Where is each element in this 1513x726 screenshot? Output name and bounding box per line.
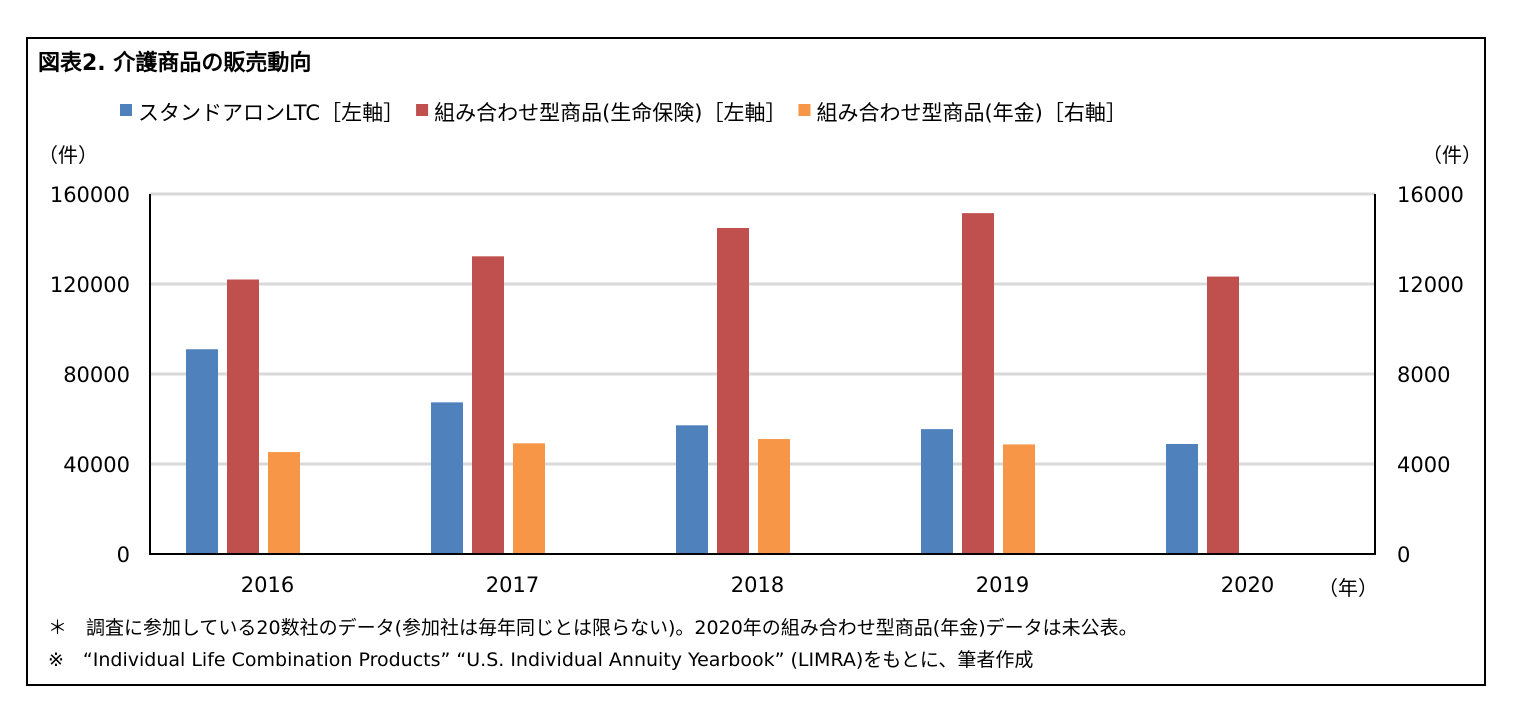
y-right-tick-label: 4000 (1397, 453, 1450, 477)
x-tick-label: 2017 (486, 573, 539, 597)
x-tick-label: 2020 (1221, 573, 1274, 597)
y-right-tick-label: 8000 (1397, 363, 1450, 387)
bar-2019-series-3 (1003, 444, 1035, 554)
y-left-tick-label: 80000 (63, 363, 130, 387)
note-2: ※ “Individual Life Combination Products”… (48, 649, 1033, 671)
y-left-tick-label: 40000 (63, 453, 130, 477)
y-left-tick-label: 0 (117, 543, 130, 567)
legend-label: スタンドアロンLTC［左軸］ (138, 101, 404, 125)
legend-label: 組み合わせ型商品(生命保険)［左軸］ (434, 101, 786, 125)
y-left-tick-label: 120000 (50, 273, 130, 297)
y-right-tick-label: 0 (1397, 543, 1410, 567)
bar-2018-series-3 (758, 439, 790, 554)
left-axis-unit: （件） (38, 143, 98, 167)
bar-2016-series-1 (186, 349, 218, 554)
bar-2017-series-2 (472, 256, 504, 554)
bar-2017-series-1 (431, 402, 463, 554)
legend-label: 組み合わせ型商品(年金)［右軸］ (816, 101, 1126, 125)
legend-swatch (120, 104, 132, 116)
y-right-tick-label: 16000 (1397, 183, 1464, 207)
bar-2019-series-2 (962, 213, 994, 554)
y-left-tick-label: 160000 (50, 183, 130, 207)
chart-title: 図表2. 介護商品の販売動向 (38, 50, 311, 76)
right-axis-unit: （件） (1422, 143, 1482, 167)
bar-2017-series-3 (513, 443, 545, 554)
bar-2020-series-2 (1207, 276, 1239, 554)
bar-2018-series-1 (676, 425, 708, 554)
x-axis-unit: （年） (1318, 576, 1378, 600)
bar-2018-series-2 (717, 227, 749, 554)
bar-2016-series-3 (268, 452, 300, 554)
x-tick-label: 2019 (976, 573, 1029, 597)
figure-border (26, 37, 1486, 686)
bar-2016-series-2 (227, 279, 259, 554)
x-tick-label: 2016 (241, 573, 294, 597)
bar-2019-series-1 (921, 429, 953, 554)
legend: スタンドアロンLTC［左軸］ 組み合わせ型商品(生命保険)［左軸］ 組み合わせ型商品… (120, 101, 1127, 125)
legend-swatch (416, 104, 429, 116)
y-right-tick-label: 12000 (1397, 273, 1464, 297)
legend-swatch (798, 104, 811, 116)
bar-2020-series-1 (1166, 443, 1198, 554)
x-tick-label: 2018 (731, 573, 784, 597)
note-1: ＊ 調査に参加している20数社のデータ(参加社は毎年同じとは限らない)。2020… (48, 617, 1138, 639)
